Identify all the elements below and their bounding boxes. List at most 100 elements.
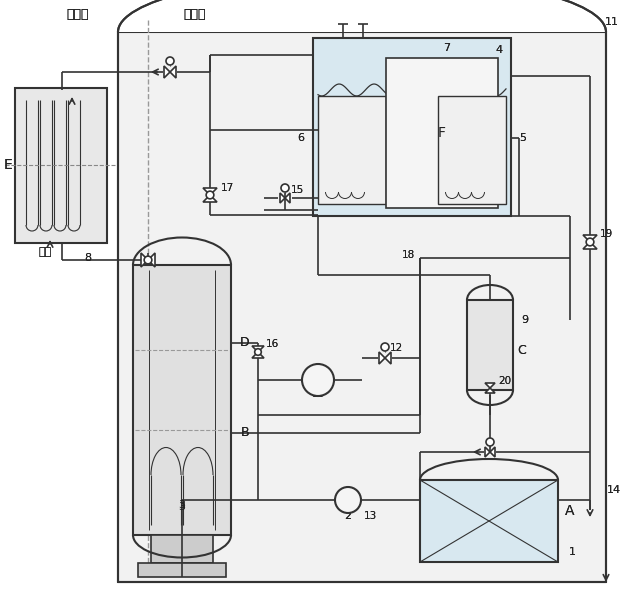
Circle shape (166, 57, 174, 65)
Circle shape (206, 191, 214, 199)
Text: 17: 17 (220, 183, 234, 193)
Polygon shape (485, 383, 495, 388)
Text: 7: 7 (443, 43, 450, 53)
Bar (386, 58, 498, 208)
Text: 12: 12 (389, 343, 402, 353)
Text: 海水: 海水 (39, 247, 52, 257)
Text: 11: 11 (605, 17, 619, 27)
Text: 1: 1 (569, 547, 575, 557)
Text: 15: 15 (290, 185, 304, 195)
Bar (118, 32, 606, 582)
Bar (151, 535, 213, 563)
Text: 13: 13 (363, 511, 377, 521)
Polygon shape (485, 388, 495, 393)
Text: 5: 5 (519, 133, 526, 143)
Text: 16: 16 (266, 339, 279, 349)
Text: 16: 16 (266, 339, 279, 349)
Polygon shape (280, 193, 285, 203)
Bar (313, 38, 511, 216)
Text: M: M (383, 344, 388, 349)
Bar (420, 480, 558, 562)
Text: 5: 5 (519, 133, 526, 143)
Text: 8: 8 (85, 253, 91, 263)
Polygon shape (385, 352, 391, 364)
Polygon shape (203, 195, 217, 202)
Polygon shape (252, 352, 264, 358)
Polygon shape (252, 346, 264, 352)
Text: M: M (167, 59, 173, 63)
Text: 船体内: 船体内 (183, 8, 207, 20)
Text: 7: 7 (443, 43, 450, 53)
Text: 10: 10 (312, 389, 325, 399)
Text: 17: 17 (220, 183, 234, 193)
Text: 14: 14 (607, 485, 621, 495)
Text: 3: 3 (179, 502, 185, 512)
Text: 20: 20 (498, 376, 511, 386)
Text: 10: 10 (312, 389, 325, 399)
Polygon shape (583, 242, 597, 249)
Text: 18: 18 (401, 250, 415, 260)
Bar (138, 563, 226, 577)
Polygon shape (164, 66, 170, 78)
Text: 9: 9 (521, 315, 529, 325)
Bar (133, 265, 231, 535)
Polygon shape (148, 253, 155, 267)
Text: A: A (565, 504, 575, 518)
Text: M: M (487, 440, 493, 444)
Circle shape (381, 343, 389, 351)
Bar (467, 300, 513, 390)
Circle shape (281, 184, 289, 192)
Text: M: M (282, 185, 288, 191)
Text: 14: 14 (607, 485, 621, 495)
Text: B: B (241, 426, 249, 440)
Text: 船体内: 船体内 (183, 8, 207, 20)
Text: 2: 2 (345, 511, 351, 521)
Text: 6: 6 (297, 133, 305, 143)
Text: E: E (4, 158, 12, 172)
Text: C: C (518, 343, 526, 356)
Text: 海水: 海水 (39, 247, 52, 257)
Text: 船体外: 船体外 (67, 8, 89, 20)
Polygon shape (285, 193, 290, 203)
Text: 11: 11 (605, 17, 619, 27)
Text: 9: 9 (521, 315, 529, 325)
Text: 4: 4 (496, 45, 503, 55)
Polygon shape (485, 447, 490, 457)
Text: A: A (565, 504, 575, 518)
Circle shape (335, 487, 361, 513)
Text: 1: 1 (569, 547, 575, 557)
Circle shape (486, 438, 494, 446)
Text: B: B (241, 426, 249, 440)
Text: D: D (240, 337, 250, 349)
Text: 19: 19 (600, 229, 613, 239)
Polygon shape (141, 253, 148, 267)
Circle shape (144, 256, 152, 264)
Text: F: F (438, 126, 446, 140)
Text: 8: 8 (85, 253, 91, 263)
Text: 4: 4 (496, 45, 503, 55)
Text: E: E (4, 158, 12, 172)
Polygon shape (490, 447, 495, 457)
Text: D: D (240, 337, 250, 349)
Polygon shape (203, 188, 217, 195)
Text: 15: 15 (290, 185, 304, 195)
Polygon shape (170, 66, 176, 78)
Text: 13: 13 (363, 511, 377, 521)
Text: 2: 2 (345, 511, 351, 521)
Text: 3: 3 (179, 500, 185, 510)
Bar (438, 96, 506, 204)
Bar (118, 0, 606, 32)
Circle shape (254, 349, 261, 355)
Text: C: C (518, 343, 526, 356)
Circle shape (302, 364, 334, 396)
Bar (15, 88, 107, 243)
Text: 18: 18 (401, 250, 415, 260)
Text: 19: 19 (600, 229, 613, 239)
Circle shape (586, 238, 594, 246)
Text: 12: 12 (389, 343, 402, 353)
Bar (318, 96, 386, 204)
Text: 船体外: 船体外 (67, 8, 89, 20)
Text: 20: 20 (498, 376, 511, 386)
Text: F: F (438, 126, 446, 140)
Polygon shape (379, 352, 385, 364)
